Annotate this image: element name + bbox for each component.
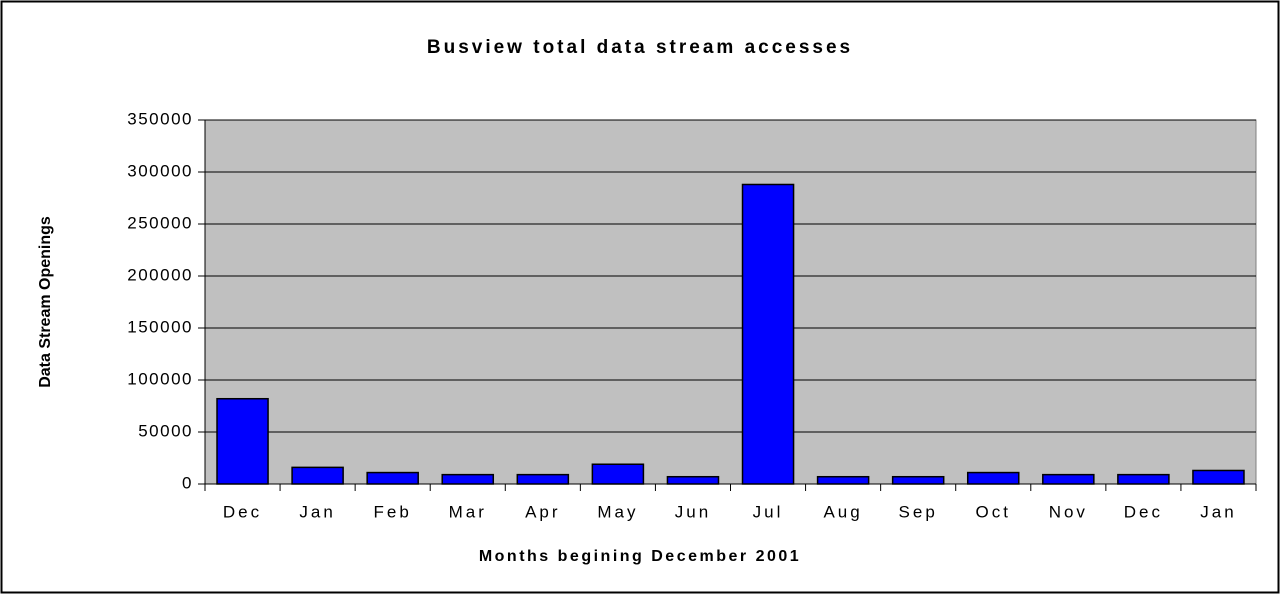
x-tick-label: Apr <box>525 502 560 521</box>
y-axis-label: Data Stream Openings <box>37 216 54 388</box>
bar <box>966 471 1020 485</box>
y-tick-label: 200000 <box>127 265 193 284</box>
bar <box>291 466 344 485</box>
y-tick-label: 50000 <box>138 421 193 440</box>
x-tick-label: Jan <box>299 502 335 521</box>
x-tick-label: Aug <box>823 502 862 521</box>
bar <box>591 463 645 485</box>
bar <box>666 475 720 485</box>
y-tick-label: 0 <box>182 473 193 492</box>
bar <box>816 475 870 485</box>
bar <box>1117 473 1170 485</box>
x-axis-label: Months begining December 2001 <box>479 548 801 565</box>
x-tick-label: Dec <box>1124 502 1163 521</box>
chart-title: Busview total data stream accesses <box>427 37 853 58</box>
x-tick-label: Mar <box>449 502 487 521</box>
x-tick-label: Feb <box>374 502 412 521</box>
bar <box>891 475 945 485</box>
y-tick-label: 150000 <box>127 317 193 336</box>
bar <box>1192 469 1245 485</box>
bar <box>1042 473 1095 485</box>
x-tick-label: Nov <box>1049 502 1088 521</box>
x-tick-label: Jun <box>675 502 711 521</box>
bar <box>366 471 419 485</box>
x-tick-label: May <box>597 502 638 521</box>
y-tick-label: 300000 <box>127 161 193 180</box>
y-tick-label: 250000 <box>127 213 193 232</box>
x-tick-label: Jan <box>1200 502 1236 521</box>
bar <box>216 397 269 485</box>
x-tick-label: Jul <box>753 502 784 521</box>
bar <box>741 183 795 485</box>
x-tick-label: Oct <box>976 502 1011 521</box>
bar <box>516 473 570 485</box>
x-tick-label: Dec <box>223 502 262 521</box>
y-tick-label: 100000 <box>127 369 193 388</box>
plot-area <box>204 119 1257 485</box>
bar <box>441 473 495 485</box>
y-tick-label: 350000 <box>127 109 193 128</box>
x-tick-label: Sep <box>899 502 938 521</box>
